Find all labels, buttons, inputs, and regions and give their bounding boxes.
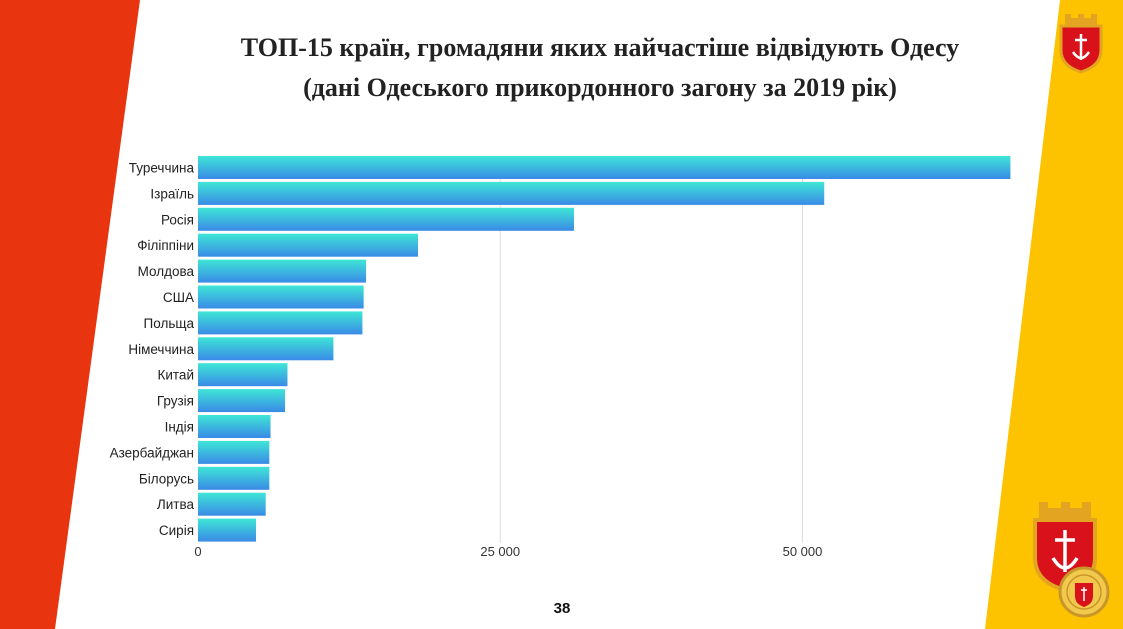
bar	[198, 233, 419, 257]
chart-subtitle: (дані Одеського прикордонного загону за …	[303, 73, 897, 102]
bar	[198, 207, 574, 231]
bar	[198, 285, 364, 309]
bar	[198, 389, 286, 413]
category-label: Білорусь	[139, 471, 194, 486]
bar	[198, 363, 288, 387]
x-tick-label: 0	[194, 544, 201, 559]
category-label: Ізраїль	[150, 186, 194, 201]
bar	[198, 492, 266, 516]
bar	[198, 440, 270, 464]
bar	[198, 415, 271, 438]
odesa-coat-of-arms-icon	[1059, 14, 1103, 74]
bar	[198, 518, 257, 542]
category-labels: Туреччина Ізраїль Росія Філіппіни Молдова США…	[110, 161, 195, 539]
odesa-seal-icon	[1058, 566, 1110, 618]
category-label: Молдова	[138, 264, 195, 279]
bar	[198, 337, 334, 361]
bar	[198, 466, 270, 490]
bar	[198, 311, 363, 335]
category-label: Німеччина	[128, 342, 194, 357]
bar	[198, 156, 1011, 179]
category-label: Індія	[165, 420, 194, 435]
x-tick-label: 50 000	[783, 544, 823, 559]
category-label: Китай	[158, 368, 195, 383]
x-tick-labels: 0 25 000 50 000	[194, 544, 822, 559]
category-label: США	[163, 290, 194, 305]
category-label: Росія	[161, 212, 194, 227]
x-tick-label: 25 000	[480, 544, 520, 559]
category-label: Азербайджан	[110, 445, 194, 460]
bars	[198, 156, 1011, 542]
category-label: Філіппіни	[137, 238, 194, 253]
page-number: 38	[553, 600, 571, 617]
right-decorative-band	[985, 0, 1123, 629]
category-label: Сирія	[159, 523, 194, 538]
category-label: Литва	[157, 497, 195, 512]
chart-title: ТОП-15 країн, громадяни яких найчастіше …	[240, 33, 960, 62]
bar	[198, 259, 367, 283]
left-decorative-band	[0, 0, 140, 629]
bar	[198, 181, 825, 205]
category-label: Польща	[144, 316, 195, 331]
category-label: Грузія	[157, 394, 194, 409]
category-label: Туреччина	[129, 161, 195, 176]
